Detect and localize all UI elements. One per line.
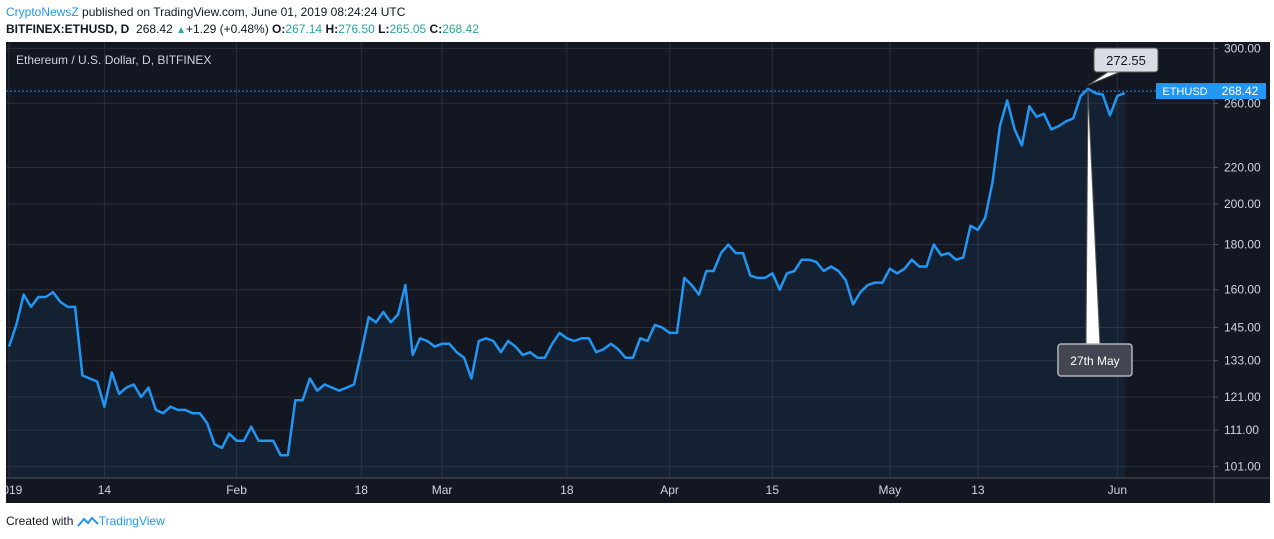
- price-callout-text: 272.55: [1106, 53, 1146, 68]
- x-tick-label: Apr: [660, 483, 679, 497]
- price-axis[interactable]: 300.00 260.00 220.00 200.00 180.00 160.00 145.…: [1214, 41, 1261, 473]
- last-price: 268.42: [136, 22, 173, 36]
- chart-panel[interactable]: 300.00 260.00 220.00 200.00 180.00 160.00 145.…: [0, 41, 1270, 503]
- series-line-ethusd: [7, 87, 1126, 457]
- x-tick-label: 18: [355, 483, 369, 497]
- y-tick-label: 160.00: [1224, 283, 1261, 297]
- author-link[interactable]: CryptoNewsZ: [6, 5, 79, 19]
- up-triangle-icon: ▲: [176, 25, 186, 36]
- x-tick-label: 14: [98, 483, 112, 497]
- y-tick-label: 101.00: [1224, 459, 1261, 473]
- y-tick-label: 133.00: [1224, 354, 1261, 368]
- change-value: +1.29 (+0.48%): [185, 22, 269, 36]
- time-axis-band: [6, 478, 1270, 503]
- high-value: 276.50: [338, 22, 375, 36]
- chart-background: [6, 42, 1270, 503]
- close-label: C:: [429, 22, 443, 36]
- series-area-fill: [9, 88, 1125, 479]
- last-symbol-tag: [1156, 83, 1214, 100]
- x-tick-label: Feb: [226, 483, 247, 497]
- created-with-label: Created with: [6, 514, 74, 528]
- y-tick-label: 220.00: [1224, 160, 1261, 174]
- low-label: L:: [378, 22, 390, 36]
- date-callout-text: 27th May: [1070, 354, 1119, 368]
- x-tick-label: 2019: [6, 483, 23, 497]
- open-value: 267.14: [285, 22, 323, 36]
- last-price-badge: ETHUSD 268.42: [1156, 83, 1266, 100]
- x-tick-label: 18: [560, 483, 574, 497]
- y-tick-label: 111.00: [1224, 423, 1259, 437]
- last-price-text: 268.42: [1222, 84, 1259, 98]
- last-price-tag: [1214, 83, 1266, 100]
- y-tick-label: 200.00: [1224, 197, 1261, 211]
- low-value: 265.05: [389, 22, 427, 36]
- publish-line: CryptoNewsZ published on TradingView.com…: [6, 5, 405, 19]
- open-label: O:: [272, 22, 286, 36]
- grid-lines: [6, 42, 1214, 478]
- x-tick-label: Jun: [1108, 483, 1127, 497]
- high-label: H:: [325, 22, 339, 36]
- last-symbol-text: ETHUSD: [1162, 86, 1207, 98]
- time-axis[interactable]: 2019 14 Feb 18 Mar 18 Apr 15 May 13 Jun: [0, 483, 1127, 497]
- symbol-label: BITFINEX:ETHUSD, D: [6, 22, 130, 36]
- x-tick-label: 15: [766, 483, 780, 497]
- x-tick-label: May: [878, 483, 901, 497]
- annotations[interactable]: 272.55 27th May: [1057, 47, 1159, 377]
- y-tick-label: 260.00: [1224, 96, 1261, 110]
- tradingview-logo-icon: [76, 516, 99, 527]
- close-value: 268.42: [442, 22, 479, 36]
- x-tick-label: 13: [971, 483, 985, 497]
- y-tick-label: 180.00: [1224, 238, 1261, 252]
- date-callout-box[interactable]: [1057, 343, 1133, 377]
- price-callout-box[interactable]: [1093, 47, 1159, 73]
- x-tick-label: Mar: [432, 483, 453, 497]
- chart-title: Ethereum / U.S. Dollar, D, BITFINEX: [16, 53, 211, 67]
- y-tick-label: 145.00: [1224, 321, 1261, 335]
- y-tick-label: 121.00: [1224, 390, 1261, 404]
- price-chart[interactable]: 300.00 260.00 220.00 200.00 180.00 160.00 145.…: [0, 41, 1270, 503]
- y-tick-label: 300.00: [1224, 42, 1261, 55]
- publish-info: published on TradingView.com, June 01, 2…: [82, 5, 406, 19]
- footer: Created with TradingView: [6, 514, 165, 528]
- tradingview-link[interactable]: TradingView: [98, 514, 165, 528]
- ohlc-line: BITFINEX:ETHUSD, D 268.42 ▲+1.29 (+0.48%…: [6, 22, 479, 36]
